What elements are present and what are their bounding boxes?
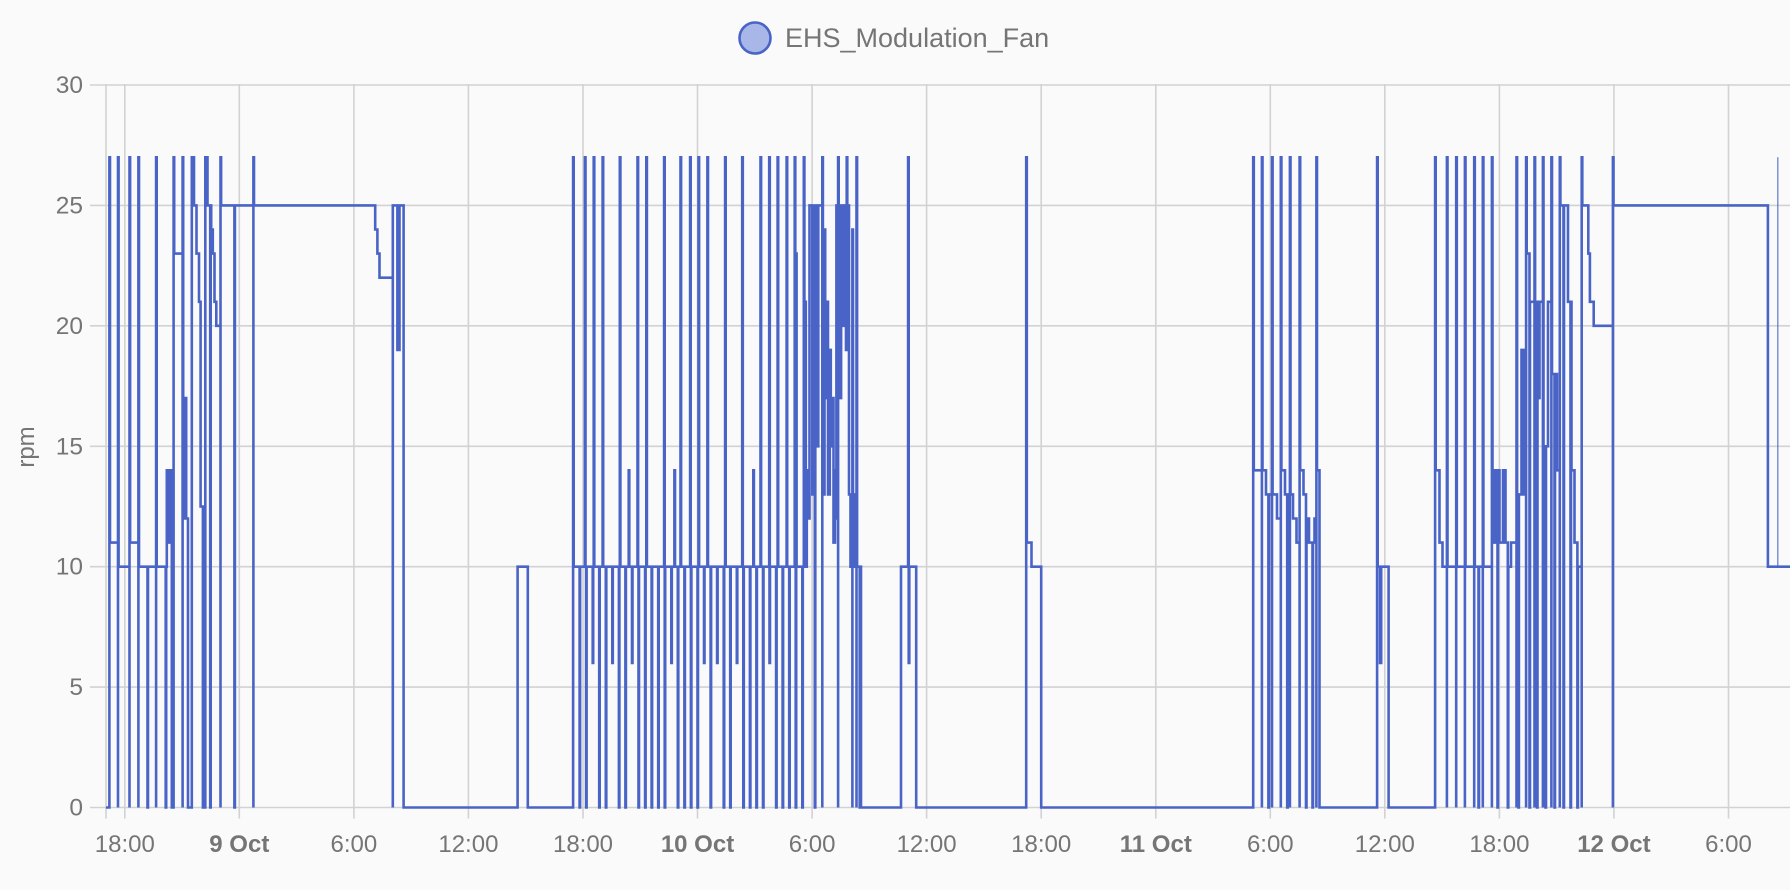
svg-text:18:00: 18:00 [553, 831, 613, 858]
svg-text:12:00: 12:00 [438, 831, 498, 858]
svg-text:10 Oct: 10 Oct [661, 831, 734, 858]
svg-text:6:00: 6:00 [1247, 831, 1294, 858]
svg-text:6:00: 6:00 [789, 831, 836, 858]
svg-text:0: 0 [69, 795, 83, 822]
svg-text:15: 15 [56, 433, 83, 460]
svg-text:6:00: 6:00 [1705, 831, 1752, 858]
svg-text:12:00: 12:00 [1355, 831, 1415, 858]
svg-text:20: 20 [56, 313, 83, 340]
svg-text:6:00: 6:00 [331, 831, 378, 858]
svg-text:rpm: rpm [13, 426, 40, 467]
svg-text:EHS_Modulation_Fan: EHS_Modulation_Fan [785, 23, 1049, 53]
svg-text:12:00: 12:00 [897, 831, 957, 858]
svg-text:11 Oct: 11 Oct [1120, 831, 1192, 858]
svg-text:10: 10 [56, 554, 83, 581]
svg-text:25: 25 [56, 192, 83, 219]
svg-text:18:00: 18:00 [1011, 831, 1071, 858]
svg-text:18:00: 18:00 [1469, 831, 1529, 858]
svg-text:30: 30 [56, 72, 83, 99]
svg-text:12 Oct: 12 Oct [1577, 831, 1650, 858]
svg-text:9 Oct: 9 Oct [209, 831, 269, 858]
svg-text:18:00: 18:00 [95, 831, 155, 858]
svg-text:5: 5 [69, 674, 83, 701]
